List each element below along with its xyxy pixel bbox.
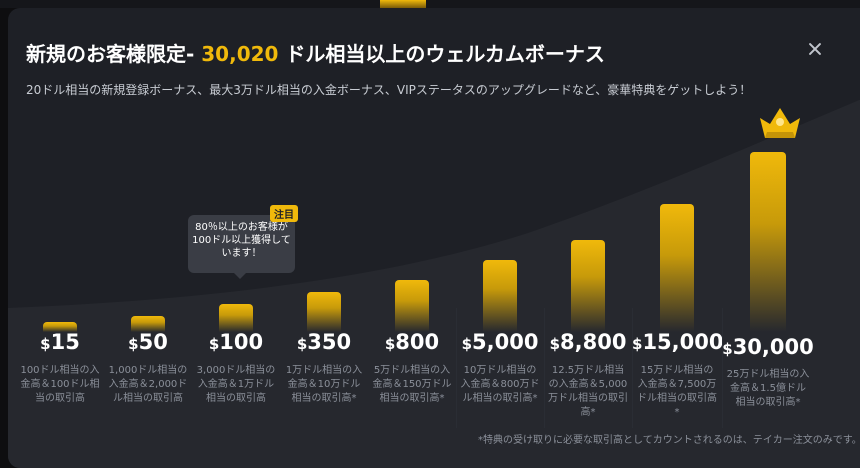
backdrop-gold-tile	[380, 0, 426, 8]
tier-bar	[571, 240, 605, 332]
tier-currency: $	[461, 335, 472, 353]
tier-bar	[483, 260, 517, 332]
tier-bar	[219, 304, 253, 332]
tier-currency: $	[549, 335, 560, 353]
bonus-tier: $100 3,000ドル相当の入金高＆1万ドル相当の取引高	[192, 8, 280, 468]
bonus-tier: $15,000 15万ドル相当の入金高＆7,500万ドル相当の取引高*	[632, 8, 724, 468]
terms-footnote: *特典の受け取りに必要な取引高としてカウントされるのは、テイカー注文のみです。	[478, 435, 860, 446]
growth-curve-backdrop	[8, 99, 860, 468]
backdrop-top-bar	[0, 0, 860, 8]
modal-subtitle: 20ドル相当の新規登録ボーナス、最大3万ドル相当の入金ボーナス、VIPステータス…	[26, 83, 752, 97]
bonus-tier: $8,800 12.5万ドル相当の入金高＆5,000万ドル相当の取引高*	[544, 8, 632, 468]
tier-bar	[660, 204, 694, 332]
tier-amount: $15	[16, 330, 104, 354]
tier-divider	[632, 308, 633, 428]
bonus-tier: $350 1万ドル相当の入金高＆10万ドル相当の取引高*	[280, 8, 368, 468]
title-prefix: 新規のお客様限定-	[26, 42, 202, 66]
bonus-tier: $50 1,000ドル相当の入金高＆2,000ドル相当の取引高	[104, 8, 192, 468]
tier-amount: $5,000	[456, 330, 544, 354]
title-amount: 30,020	[201, 42, 279, 66]
tier-amount-value: 800	[395, 330, 440, 354]
crown-icon	[760, 108, 800, 138]
tier-requirement: 15万ドル相当の入金高＆7,500万ドル相当の取引高*	[637, 365, 717, 418]
tooltip-text: 80％以上のお客様が100ドル以上獲得しています！	[192, 222, 291, 259]
tier-requirement: 1,000ドル相当の入金高＆2,000ドル相当の取引高	[108, 365, 188, 404]
tier-currency: $	[384, 335, 396, 353]
tier-requirement: 1万ドル相当の入金高＆10万ドル相当の取引高*	[285, 365, 363, 404]
tier-currency: $	[40, 335, 51, 353]
featured-badge: 注目	[270, 205, 298, 222]
tier-bar	[395, 280, 429, 332]
tier-amount-value: 350	[307, 330, 352, 354]
tier-divider	[456, 308, 457, 428]
tier-divider	[722, 308, 723, 428]
tier-amount: $800	[368, 330, 456, 354]
tier-currency: $	[632, 335, 643, 353]
tier-amount: $30,000	[722, 335, 814, 359]
tier-currency: $	[128, 335, 139, 353]
tier-currency: $	[208, 335, 220, 353]
tier-requirement: 25万ドル相当の入金高＆1.5億ドル相当の取引高*	[726, 369, 810, 408]
tier-amount-value: 15	[50, 330, 80, 354]
tier-amount-value: 30,000	[732, 335, 814, 359]
welcome-bonus-modal: 新規のお客様限定- 30,020 ドル相当以上のウェルカムボーナス 20ドル相当…	[8, 8, 860, 468]
tier-requirement: 100ドル相当の入金高＆100ドル相当の取引高	[20, 365, 100, 404]
tier-amount: $50	[104, 330, 192, 354]
tier-amount: $15,000	[632, 330, 724, 354]
title-suffix: ドル相当以上のウェルカムボーナス	[278, 42, 605, 66]
bonus-tier: $30,000 25万ドル相当の入金高＆1.5億ドル相当の取引高*	[722, 8, 814, 468]
tier-requirement: 10万ドル相当の入金高＆800万ドル相当の取引高*	[460, 365, 540, 404]
tier-bar	[307, 292, 341, 332]
tier-bar	[43, 322, 77, 332]
tier-amount-value: 15,000	[642, 330, 724, 354]
bonus-tier: $5,000 10万ドル相当の入金高＆800万ドル相当の取引高*	[456, 8, 544, 468]
bonus-tier: $15 100ドル相当の入金高＆100ドル相当の取引高	[16, 8, 104, 468]
tier-amount-value: 50	[138, 330, 168, 354]
bonus-tier: $800 5万ドル相当の入金高＆150万ドル相当の取引高*	[368, 8, 456, 468]
tier-amount: $350	[280, 330, 368, 354]
highlight-tooltip: 80％以上のお客様が100ドル以上獲得しています！	[188, 215, 295, 279]
tier-bar	[750, 152, 786, 332]
tier-requirement: 12.5万ドル相当の入金高＆5,000万ドル相当の取引高*	[548, 365, 628, 418]
tier-amount: $8,800	[544, 330, 632, 354]
tier-requirement: 5万ドル相当の入金高＆150万ドル相当の取引高*	[372, 365, 452, 404]
tier-currency: $	[296, 335, 308, 353]
tier-amount-value: 5,000	[472, 330, 539, 354]
tier-amount-value: 100	[219, 330, 264, 354]
tier-bar	[131, 316, 165, 332]
tier-amount-value: 8,800	[560, 330, 627, 354]
tier-divider	[544, 308, 545, 428]
modal-title: 新規のお客様限定- 30,020 ドル相当以上のウェルカムボーナス	[26, 38, 605, 67]
tier-currency: $	[722, 340, 733, 358]
tier-amount: $100	[192, 330, 280, 354]
tier-requirement: 3,000ドル相当の入金高＆1万ドル相当の取引高	[196, 365, 276, 404]
